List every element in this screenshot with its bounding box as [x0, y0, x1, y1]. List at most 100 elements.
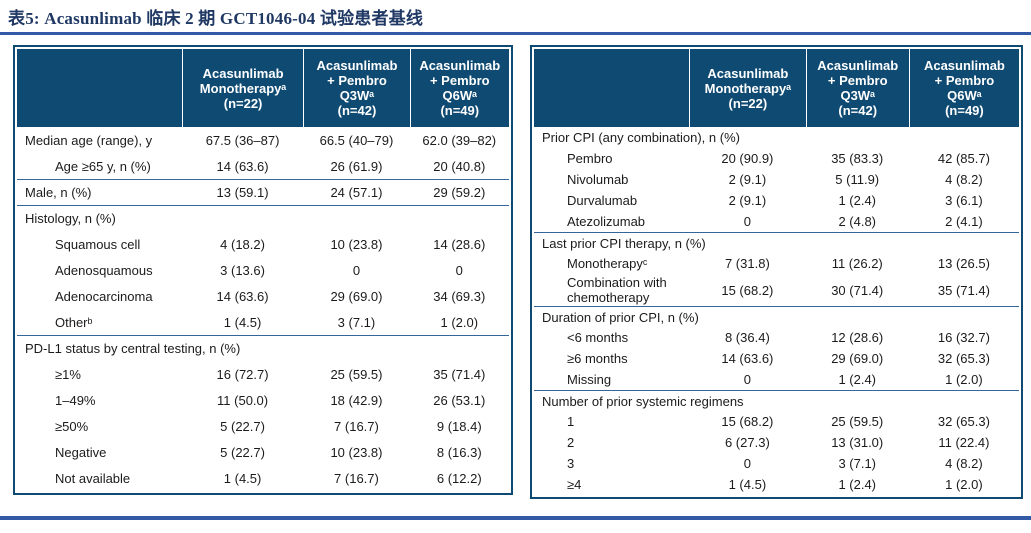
table-row: Squamous cell 4 (18.2) 10 (23.8) 14 (28.… [17, 231, 509, 257]
row-label: Durvalumab [567, 193, 638, 208]
table-row: ≥6 months 14 (63.6) 29 (69.0) 32 (65.3) [534, 348, 1019, 369]
row-label: Monotherapyᶜ [567, 256, 648, 271]
row-value-monotherapy: 1 (4.5) [223, 470, 262, 486]
row-value-monotherapy: 15 (68.2) [721, 414, 774, 429]
row-label: Histology, n (%) [25, 211, 116, 226]
row-value-monotherapy: 2 (9.1) [728, 172, 767, 187]
table-row: Durvalumab 2 (9.1) 1 (2.4) 3 (6.1) [534, 190, 1019, 211]
row-label: Last prior CPI therapy, n (%) [542, 235, 706, 251]
row-value-pembro-q6w: 1 (2.0) [440, 314, 479, 330]
table-header-row: Acasunlimab Monotherapyᵃ (n=22) Acasunli… [17, 49, 509, 127]
row-value-pembro-q3w: 29 (69.0) [831, 351, 884, 366]
row-value-pembro-q3w: 66.5 (40–79) [319, 132, 394, 148]
table-row: Atezolizumab 0 2 (4.8) 2 (4.1) [534, 211, 1019, 232]
row-label: PD-L1 status by central testing, n (%) [25, 341, 241, 356]
table-row: <6 months 8 (36.4) 12 (28.6) 16 (32.7) [534, 327, 1019, 348]
row-value-monotherapy: 8 (36.4) [724, 330, 770, 345]
row-value-pembro-q3w: 3 (7.1) [838, 456, 877, 471]
row-value-pembro-q3w: 18 (42.9) [330, 392, 383, 408]
table-row: 1 15 (68.2) 25 (59.5) 32 (65.3) [534, 411, 1019, 432]
row-value-pembro-q6w: 11 (22.4) [938, 435, 990, 450]
row-value-pembro-q3w: 25 (59.5) [330, 366, 383, 382]
row-value-pembro-q3w: 1 (2.4) [838, 193, 877, 208]
table-row: Duration of prior CPI, n (%) [534, 306, 1019, 327]
row-label: 1–49% [55, 392, 96, 408]
row-value-pembro-q6w: 4 (8.2) [945, 172, 983, 187]
row-value-pembro-q6w: 6 (12.2) [436, 470, 482, 486]
row-value-monotherapy: 11 (50.0) [217, 392, 269, 408]
row-value-pembro-q6w: 8 (16.3) [436, 444, 482, 460]
row-value-pembro-q3w: 7 (16.7) [334, 470, 379, 486]
footer-divider-rule [0, 516, 1031, 520]
table-row: Adenocarcinoma 14 (63.6) 29 (69.0) 34 (6… [17, 283, 509, 309]
row-label: Number of prior systemic regimens [542, 393, 744, 409]
baseline-table-demographics: Acasunlimab Monotherapyᵃ (n=22) Acasunli… [13, 45, 513, 495]
row-value-pembro-q6w: 4 (8.2) [945, 456, 983, 471]
row-label: Age ≥65 y, n (%) [55, 158, 151, 174]
row-value-monotherapy: 2 (9.1) [728, 193, 767, 208]
row-label: ≥1% [55, 366, 81, 382]
row-value-pembro-q6w: 29 (59.2) [433, 185, 486, 200]
row-value-pembro-q3w: 7 (16.7) [334, 418, 379, 434]
row-label: ≥6 months [567, 351, 628, 366]
baseline-table-prior-therapy: Acasunlimab Monotherapyᵃ (n=22) Acasunli… [530, 45, 1023, 499]
table-row: ≥4 1 (4.5) 1 (2.4) 1 (2.0) [534, 474, 1019, 495]
header-col-pembro-q6w: Acasunlimab + Pembro Q6Wᵃ (n=49) [908, 49, 1019, 127]
row-value-pembro-q6w: 32 (65.3) [937, 414, 990, 429]
row-value-monotherapy: 67.5 (36–87) [205, 132, 280, 148]
row-label: Atezolizumab [567, 214, 646, 229]
table-row: ≥1% 16 (72.7) 25 (59.5) 35 (71.4) [17, 361, 509, 387]
title-divider-rule [0, 32, 1031, 35]
table-row: PD-L1 status by central testing, n (%) [17, 335, 509, 361]
row-value-pembro-q6w: 32 (65.3) [937, 351, 990, 366]
row-label: <6 months [567, 330, 629, 345]
header-col-pembro-q6w: Acasunlimab + Pembro Q6Wᵃ (n=49) [409, 49, 509, 127]
row-value-pembro-q6w: 1 (2.0) [945, 477, 983, 492]
row-value-pembro-q3w: 12 (28.6) [831, 330, 884, 345]
row-value-monotherapy: 20 (90.9) [721, 151, 774, 166]
tables-container: Acasunlimab Monotherapyᵃ (n=22) Acasunli… [13, 45, 1031, 499]
row-value-monotherapy: 3 (13.6) [220, 262, 265, 278]
row-value-pembro-q3w: 1 (2.4) [838, 477, 877, 492]
row-label: Prior CPI (any combination), n (%) [542, 130, 740, 145]
row-value-pembro-q3w: 29 (69.0) [330, 288, 383, 304]
row-value-monotherapy: 7 (31.8) [724, 256, 770, 271]
row-value-pembro-q3w: 3 (7.1) [337, 314, 376, 330]
row-label: Negative [55, 444, 107, 460]
row-value-pembro-q3w: 10 (23.8) [330, 236, 383, 252]
table-row: Monotherapyᶜ 7 (31.8) 11 (26.2) 13 (26.5… [534, 253, 1019, 274]
table-header-row: Acasunlimab Monotherapyᵃ (n=22) Acasunli… [534, 49, 1019, 127]
header-col-monotherapy: Acasunlimab Monotherapyᵃ (n=22) [689, 49, 805, 127]
row-value-pembro-q3w: 1 (2.4) [838, 372, 877, 387]
table-row: Number of prior systemic regimens [534, 390, 1019, 411]
table-row: Male, n (%) 13 (59.1) 24 (57.1) 29 (59.2… [17, 179, 509, 205]
row-value-pembro-q3w: 0 [352, 262, 361, 278]
table-row: ≥50% 5 (22.7) 7 (16.7) 9 (18.4) [17, 413, 509, 439]
table-row: Nivolumab 2 (9.1) 5 (11.9) 4 (8.2) [534, 169, 1019, 190]
row-value-pembro-q6w: 1 (2.0) [945, 372, 983, 387]
row-value-pembro-q3w: 24 (57.1) [330, 185, 383, 200]
row-value-monotherapy: 14 (63.6) [721, 351, 774, 366]
row-label: Pembro [567, 151, 613, 166]
row-value-pembro-q3w: 25 (59.5) [831, 414, 884, 429]
row-label: Not available [55, 470, 131, 486]
row-value-pembro-q6w: 35 (71.4) [937, 282, 990, 298]
table-row: Missing 0 1 (2.4) 1 (2.0) [534, 369, 1019, 390]
header-col-pembro-q3w: Acasunlimab + Pembro Q3Wᵃ (n=42) [805, 49, 909, 127]
row-value-monotherapy: 5 (22.7) [220, 444, 265, 460]
table-row: Pembro 20 (90.9) 35 (83.3) 42 (85.7) [534, 148, 1019, 169]
table-row: Age ≥65 y, n (%) 14 (63.6) 26 (61.9) 20 … [17, 153, 509, 179]
row-value-monotherapy: 14 (63.6) [216, 158, 269, 174]
row-value-pembro-q3w: 2 (4.8) [838, 214, 877, 229]
row-value-pembro-q6w: 34 (69.3) [433, 288, 486, 304]
row-value-monotherapy: 5 (22.7) [220, 418, 265, 434]
row-value-pembro-q6w: 13 (26.5) [937, 256, 990, 271]
row-label: Squamous cell [55, 236, 141, 252]
row-value-monotherapy: 14 (63.6) [216, 288, 269, 304]
header-col-monotherapy: Acasunlimab Monotherapyᵃ (n=22) [181, 49, 304, 127]
row-value-monotherapy: 1 (4.5) [728, 477, 767, 492]
table-body: Median age (range), y 67.5 (36–87) 66.5 … [17, 127, 509, 491]
table-row: Otherᵇ 1 (4.5) 3 (7.1) 1 (2.0) [17, 309, 509, 335]
row-value-monotherapy: 6 (27.3) [724, 435, 770, 450]
row-value-pembro-q6w: 26 (53.1) [433, 392, 486, 408]
